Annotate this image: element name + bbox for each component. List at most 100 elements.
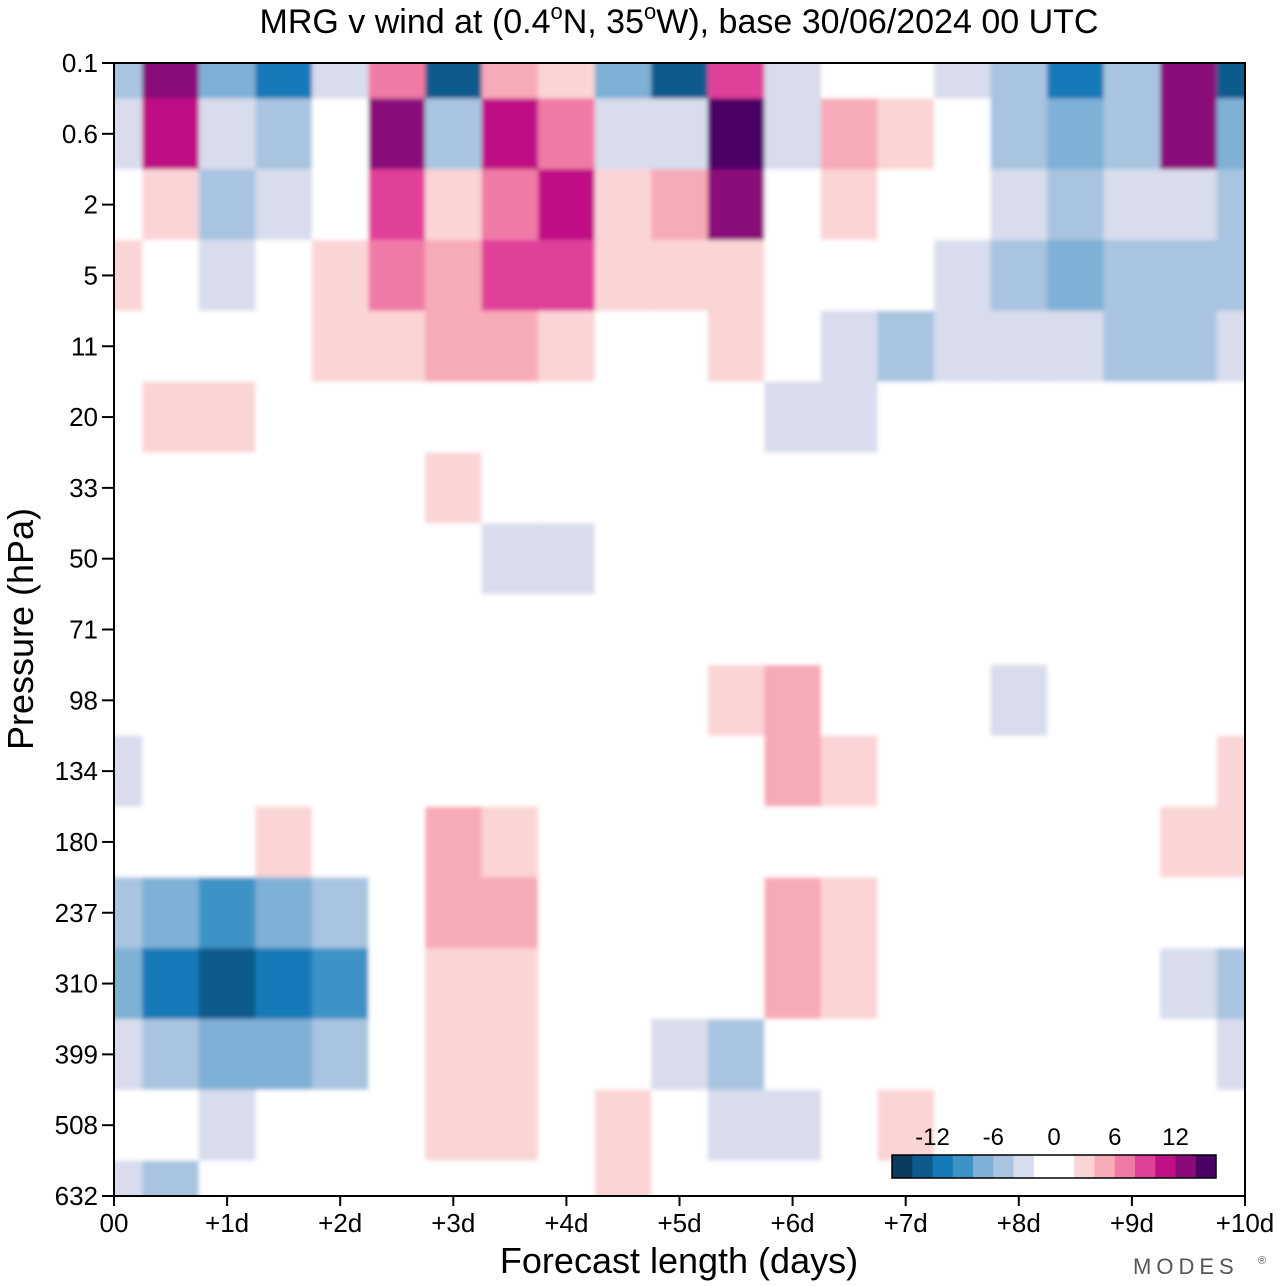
heatmap-cell [255, 806, 313, 879]
heatmap-cell [764, 948, 822, 1020]
heatmap-cell [1103, 523, 1162, 596]
heatmap-cell [707, 523, 766, 596]
heatmap-cell [707, 948, 766, 1020]
heatmap-cell [114, 63, 144, 100]
heatmap-cell [934, 806, 992, 879]
heatmap-cell [651, 240, 709, 312]
heatmap-cell [1047, 948, 1105, 1020]
heatmap-cell [425, 948, 483, 1020]
heatmap-cell [764, 98, 822, 171]
heatmap-cell [368, 664, 426, 737]
heatmap-cell [198, 594, 257, 666]
colorbar-swatch [932, 1155, 954, 1178]
heatmap-cell [114, 948, 144, 1020]
heatmap-cell [1160, 948, 1218, 1020]
heatmap-cell [594, 948, 653, 1020]
y-tick-label: 50 [69, 544, 98, 574]
heatmap-cell [481, 1089, 540, 1162]
y-tick-label: 632 [55, 1181, 98, 1211]
y-tick-label: 5 [84, 260, 98, 290]
heatmap-cell [1216, 948, 1245, 1020]
heatmap-cell [764, 735, 822, 808]
heatmap-cell [255, 664, 313, 737]
degree-mark: o [644, 0, 656, 24]
heatmap-cell [820, 523, 879, 596]
heatmap-cell [255, 594, 313, 666]
heatmap-cell [820, 664, 879, 737]
heatmap-cell [934, 1089, 992, 1162]
heatmap-cell [142, 240, 200, 312]
heatmap-cell [594, 664, 653, 737]
heatmap-cell [481, 948, 540, 1020]
heatmap-cell [820, 948, 879, 1020]
heatmap-cell [1160, 1019, 1218, 1091]
heatmap-cell [707, 1160, 766, 1196]
heatmap-cell [311, 877, 370, 950]
heatmap-cell [594, 806, 653, 879]
heatmap-cell [707, 452, 766, 525]
heatmap-cell [877, 452, 935, 525]
heatmap-cell [594, 594, 653, 666]
x-tick-label: +7d [884, 1208, 928, 1238]
heatmap-cell [198, 735, 257, 808]
y-tick-label: 134 [55, 756, 98, 786]
heatmap-cell [481, 1019, 540, 1091]
heatmap-cell [707, 310, 766, 383]
heatmap-cell [114, 169, 144, 241]
x-axis: 00 +1d +2d +3d +4d +5d +6d +7d +8d +9d +10d [100, 1196, 1274, 1238]
heatmap-cell [311, 735, 370, 808]
heatmap-cell [820, 310, 879, 383]
heatmap-cell [142, 452, 200, 525]
heatmap-cell [1103, 877, 1162, 950]
heatmap-cell [368, 594, 426, 666]
heatmap-cell [764, 1089, 822, 1162]
heatmap-cell [255, 523, 313, 596]
heatmap-cell [877, 664, 935, 737]
y-axis-title: Pressure (hPa) [0, 508, 41, 750]
heatmap-cell [142, 523, 200, 596]
heatmap-cell [990, 664, 1048, 737]
modes-logo: MODES ® [1133, 1254, 1266, 1279]
heatmap-cell [255, 98, 313, 171]
heatmap-cell [1160, 877, 1218, 950]
heatmap-cell [1103, 806, 1162, 879]
heatmap-cell [707, 1019, 766, 1091]
heatmap-cell [1103, 98, 1162, 171]
heatmap-cell [425, 1160, 483, 1196]
heatmap-cell [594, 169, 653, 241]
heatmap-cell [255, 452, 313, 525]
heatmap-cell [651, 806, 709, 879]
heatmap-cell [142, 735, 200, 808]
heatmap-cell [820, 877, 879, 950]
heatmap-cell [707, 98, 766, 171]
heatmap-cell [142, 594, 200, 666]
heatmap-cell [1216, 1160, 1245, 1196]
heatmap-cell [877, 381, 935, 454]
colorbar-swatch [1114, 1155, 1136, 1178]
heatmap-cell [538, 240, 596, 312]
heatmap-cell [820, 735, 879, 808]
heatmap-cell [764, 877, 822, 950]
heatmap-cell [707, 169, 766, 241]
heatmap-cell [198, 169, 257, 241]
heatmap-cell [368, 98, 426, 171]
heatmap-cell [142, 664, 200, 737]
heatmap-cell [1216, 169, 1245, 241]
heatmap-cell [594, 523, 653, 596]
contour-cells [114, 63, 1245, 1196]
y-tick-label: 237 [55, 898, 98, 928]
heatmap-cell [142, 877, 200, 950]
y-tick-label: 0.1 [62, 48, 98, 78]
heatmap-cell [877, 63, 935, 100]
heatmap-cell [764, 310, 822, 383]
colorbar-swatch [1033, 1155, 1055, 1178]
heatmap-cell [1160, 240, 1218, 312]
colorbar-swatch [993, 1155, 1014, 1178]
heatmap-cell [990, 948, 1048, 1020]
heatmap-cell [1216, 664, 1245, 737]
heatmap-cell [934, 63, 992, 100]
heatmap-cell [1216, 381, 1245, 454]
heatmap-cell [651, 877, 709, 950]
heatmap-cell [114, 1019, 144, 1091]
heatmap-cell [1160, 523, 1218, 596]
